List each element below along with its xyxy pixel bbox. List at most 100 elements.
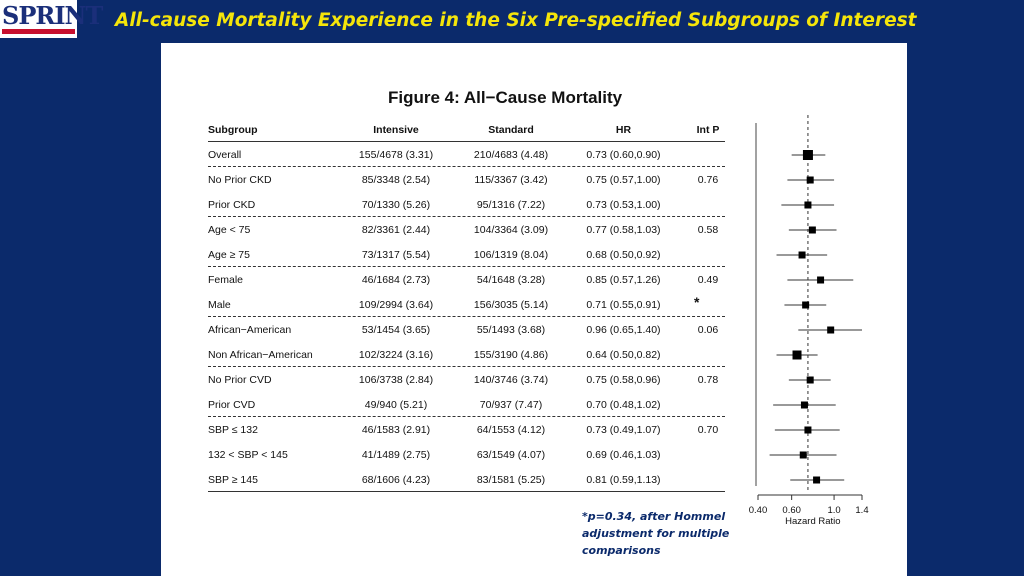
row-standard: 210/4683 (4.48) [473,149,549,161]
row-standard: 83/1581 (5.25) [476,474,546,486]
row-standard: 104/3364 (3.09) [473,224,549,236]
row-intensive: 46/1684 (2.73) [361,274,431,286]
row-standard: 95/1316 (7.22) [476,199,546,211]
x-axis-label: Hazard Ratio [785,516,840,527]
header-intensive: Intensive [373,124,419,136]
row-hr: 0.75 (0.58,0.96) [586,374,661,386]
table-separator [208,216,725,217]
hr-point [817,276,825,284]
row-hr: 0.64 (0.50,0.82) [586,349,661,361]
hr-point [813,476,821,484]
hr-point [800,401,808,409]
table-separator [208,316,725,317]
row-hr: 0.73 (0.60,0.90) [586,149,661,161]
row-hr: 0.85 (0.57,1.26) [586,274,661,286]
table-separator [208,366,725,367]
figure-panel: Figure 4: All−Cause Mortality Subgroup I… [161,43,907,576]
row-intensive: 82/3361 (2.44) [361,224,431,236]
header-standard: Standard [488,124,534,136]
row-standard: 55/1493 (3.68) [476,324,546,336]
row-hr: 0.70 (0.48,1.02) [586,399,661,411]
row-subgroup: Non African−American [208,349,313,361]
row-hr: 0.77 (0.58,1.03) [586,224,661,236]
row-subgroup: 132 < SBP < 145 [208,449,288,461]
hr-point [802,150,813,160]
row-hr: 0.73 (0.49,1.07) [586,424,661,436]
row-subgroup: Age ≥ 75 [208,249,250,261]
row-standard: 63/1549 (4.07) [476,449,546,461]
table-separator [208,491,725,492]
hr-point [804,426,812,434]
hr-point [798,251,806,259]
hr-point [804,201,812,209]
row-intensive: 106/3738 (2.84) [358,374,434,386]
row-intensive: 46/1583 (2.91) [361,424,431,436]
slide-title: All-cause Mortality Experience in the Si… [115,10,917,31]
row-hr: 0.69 (0.46,1.03) [586,449,661,461]
row-subgroup: Prior CVD [208,399,256,411]
row-subgroup: SBP ≥ 145 [208,474,258,486]
row-hr: 0.96 (0.65,1.40) [586,324,661,336]
logo-text: SPRINT [2,1,103,30]
hr-point [806,376,814,384]
row-intensive: 49/940 (5.21) [364,399,428,411]
row-int-p: 0.70 [697,424,719,436]
x-tick-label: 0.40 [749,505,768,516]
hr-point [806,176,814,184]
hr-point [802,301,810,309]
header-int-p: Int P [696,124,720,136]
row-intensive: 109/2994 (3.64) [358,299,434,311]
forest-plot: 0.40 0.60 1.0 1.4 Hazard Ratio [749,115,869,527]
row-standard: 70/937 (7.47) [479,399,543,411]
hr-point [799,451,807,459]
row-standard: 106/1319 (8.04) [473,249,549,261]
row-subgroup: African−American [208,324,292,336]
row-subgroup: Prior CKD [208,199,256,211]
significance-marker: * [694,294,700,310]
row-intensive: 73/1317 (5.54) [361,249,431,261]
row-subgroup: Female [208,274,244,286]
row-int-p: 0.78 [697,374,719,386]
row-hr: 0.71 (0.55,0.91) [586,299,661,311]
table-separator [208,141,725,142]
row-int-p: 0.76 [697,174,719,186]
row-standard: 115/3367 (3.42) [474,174,548,186]
row-int-p: 0.58 [697,224,719,236]
row-subgroup: SBP ≤ 132 [208,424,258,436]
row-hr: 0.75 (0.57,1.00) [586,174,661,186]
x-tick-label: 0.60 [782,505,801,516]
x-tick-label: 1.0 [827,505,840,516]
table-separator [208,416,725,417]
row-hr: 0.73 (0.53,1.00) [586,199,661,211]
header-subgroup: Subgroup [208,124,258,136]
row-standard: 54/1648 (3.28) [476,274,546,286]
sprint-logo: SPRINT [0,0,103,38]
row-standard: 156/3035 (5.14) [473,299,549,311]
row-hr: 0.68 (0.50,0.92) [586,249,661,261]
logo-tagline-bar [2,29,75,34]
row-standard: 155/3190 (4.86) [473,349,549,361]
footnote: *p=0.34, after Hommel adjustment for mul… [582,510,730,557]
row-intensive: 70/1330 (5.26) [361,199,431,211]
row-int-p: 0.06 [697,324,719,336]
hr-point [808,226,816,234]
row-subgroup: Overall [208,149,242,161]
row-standard: 64/1553 (4.12) [476,424,546,436]
table-separator [208,166,725,167]
row-intensive: 68/1606 (4.23) [361,474,431,486]
row-intensive: 155/4678 (3.31) [358,149,434,161]
hr-point [792,350,802,360]
row-subgroup: Male [208,299,231,311]
row-subgroup: No Prior CVD [208,374,272,386]
row-subgroup: No Prior CKD [208,174,272,186]
header-hr: HR [615,124,632,136]
table-separator [208,266,725,267]
row-int-p: 0.49 [697,274,719,286]
row-intensive: 53/1454 (3.65) [361,324,431,336]
hr-point [827,326,835,334]
row-subgroup: Age < 75 [208,224,251,236]
row-intensive: 85/3348 (2.54) [361,174,431,186]
row-hr: 0.81 (0.59,1.13) [586,474,661,486]
row-intensive: 41/1489 (2.75) [361,449,431,461]
row-standard: 140/3746 (3.74) [473,374,549,386]
